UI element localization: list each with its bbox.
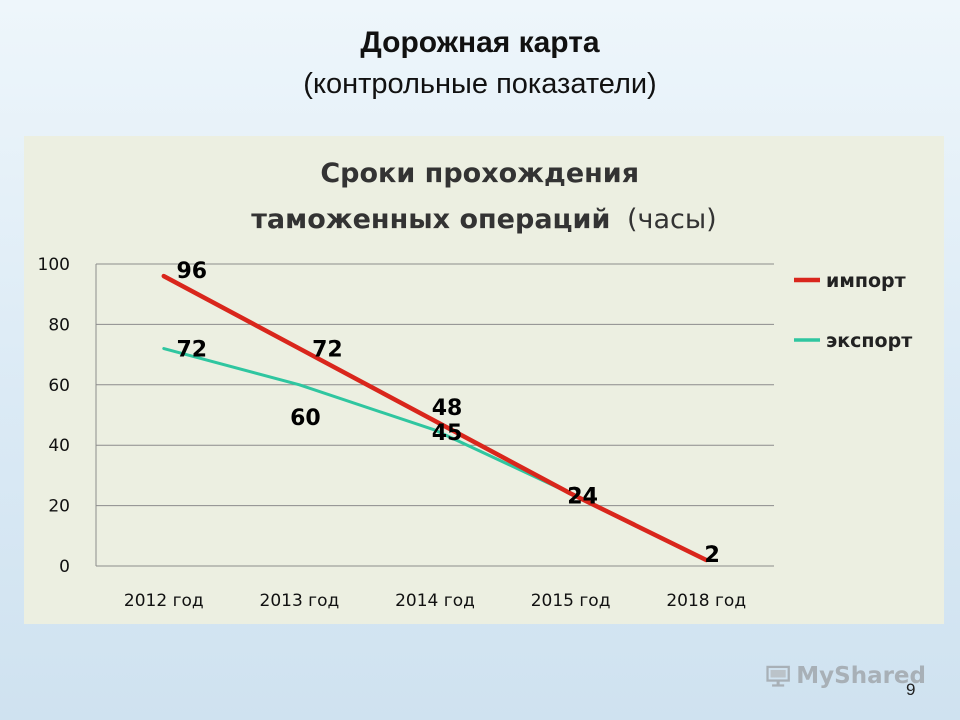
y-tick-label: 80 [48,315,70,335]
data-label: 45 [432,421,463,446]
data-label: 72 [312,338,343,363]
presentation-board-icon [766,665,790,687]
data-label: 24 [567,485,598,510]
data-label: 60 [290,406,321,431]
chart-title-line2-bold: таможенных операций [251,204,610,235]
data-label: 72 [176,338,207,363]
data-label: 2 [705,543,720,568]
watermark: MyShared [766,656,926,696]
slide-title: Дорожная карта [360,26,600,59]
y-tick-label: 0 [59,557,70,577]
x-tick-label: 2013 год [260,591,340,611]
y-tick-label: 100 [38,255,70,275]
chart-title-units: (часы) [627,204,717,235]
watermark-text: MyShared [796,663,926,689]
legend-label: импорт [826,270,906,292]
series-line-0 [161,273,709,563]
legend: импорт экспорт [794,270,912,352]
y-tick-label: 40 [48,436,70,456]
x-tick-label: 2015 год [531,591,611,611]
x-tick-label: 2018 год [666,591,746,611]
x-tick-label: 2014 год [395,591,475,611]
chart-title: Сроки прохождения таможенных операций (ч… [251,158,716,235]
data-label: 24 [567,485,598,510]
x-tick-label: 2012 год [124,591,204,611]
data-label: 48 [432,396,463,421]
y-tick-label: 20 [48,497,70,517]
series-lines [161,273,709,563]
page-number: 9 [906,680,916,699]
y-axis-ticks: 0 20 40 60 80 100 [38,255,70,577]
chart-panel: Сроки прохождения таможенных операций (ч… [24,136,944,624]
gridlines [95,263,774,567]
y-tick-label: 60 [48,376,70,396]
legend-label: экспорт [826,330,912,352]
data-label: 96 [176,259,207,284]
line-chart: Сроки прохождения таможенных операций (ч… [38,158,913,611]
data-label: 2 [705,543,720,568]
series-line-1 [162,347,708,562]
x-axis-ticks: 2012 год 2013 год 2014 год 2015 год 2018 год [124,591,746,611]
chart-title-line1: Сроки прохождения [320,158,639,189]
slide-subtitle: (контрольные показатели) [303,68,657,100]
